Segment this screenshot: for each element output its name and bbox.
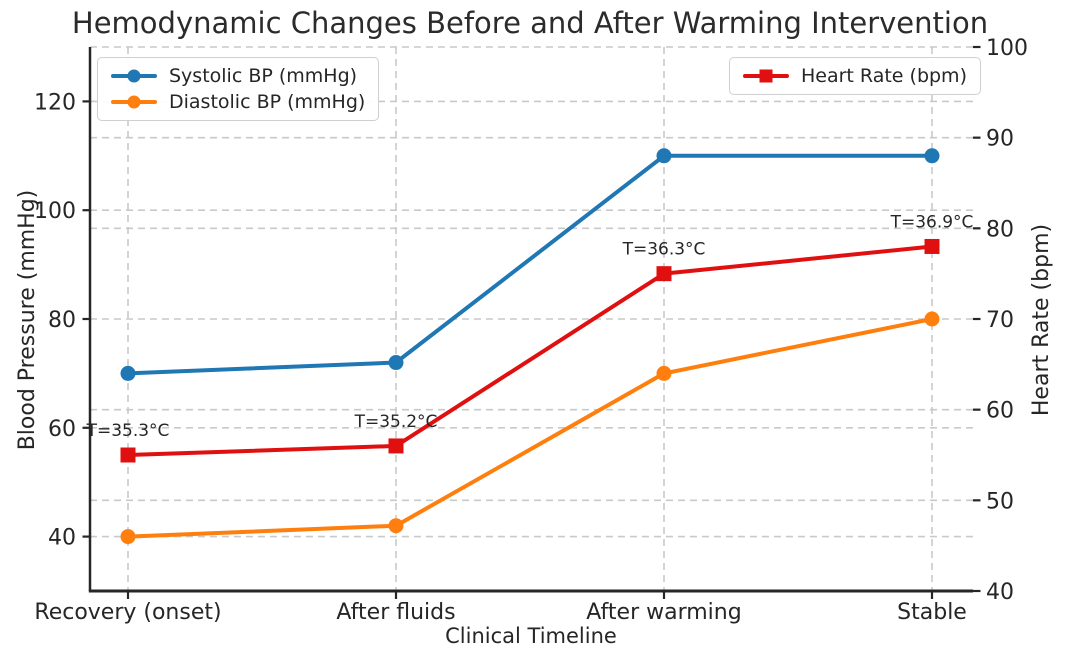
circle-data-point bbox=[388, 355, 404, 371]
heart-rate-swatch bbox=[743, 68, 789, 85]
diastolic-bp-mmhg-line bbox=[127, 317, 933, 539]
square-marker-icon bbox=[759, 69, 773, 83]
chart-title: Hemodynamic Changes Before and After War… bbox=[71, 6, 989, 40]
right-axis-tick-label: 60 bbox=[986, 399, 1014, 424]
legend-item-diastolic: Diastolic BP (mmHg) bbox=[111, 91, 365, 113]
systolic-swatch bbox=[111, 68, 157, 85]
square-data-point bbox=[388, 438, 404, 454]
legend-item-heart-rate: Heart Rate (bpm) bbox=[743, 65, 967, 87]
right-axis-tick-label: 80 bbox=[986, 217, 1014, 242]
left-axis-tick-label: 120 bbox=[34, 90, 76, 115]
left-axis-tick-label: 40 bbox=[48, 526, 76, 551]
circle-data-point bbox=[120, 365, 136, 381]
temperature-annotation: T=35.2°C bbox=[354, 412, 438, 432]
left-axis-tick-label: 60 bbox=[48, 417, 76, 442]
circle-data-point bbox=[924, 311, 940, 327]
right-axis-tick-label: 90 bbox=[986, 127, 1014, 152]
circle-data-point bbox=[388, 518, 404, 534]
systolic-bp-mmhg-line bbox=[127, 153, 932, 376]
x-axis-tick-label: After fluids bbox=[336, 600, 455, 625]
gridlines bbox=[90, 46, 973, 591]
circle-data-point bbox=[120, 529, 136, 545]
right-axis-tick-label: 40 bbox=[986, 580, 1014, 605]
temperature-annotation: T=36.3°C bbox=[622, 240, 706, 260]
square-data-point bbox=[656, 266, 672, 282]
legend-label-systolic: Systolic BP (mmHg) bbox=[169, 65, 358, 87]
diastolic-bp-mmhg-series bbox=[120, 311, 940, 545]
right-axis-label: Heart Rate (bpm) bbox=[1029, 223, 1054, 417]
heart-rate-bpm-line bbox=[127, 244, 933, 457]
left-axis-tick-label: 100 bbox=[34, 199, 76, 224]
square-data-point bbox=[120, 447, 136, 463]
legend-heart-rate: Heart Rate (bpm) bbox=[729, 57, 981, 95]
systolic-bp-mmhg-series bbox=[120, 148, 940, 381]
square-data-point bbox=[924, 238, 940, 254]
legend-label-heart-rate: Heart Rate (bpm) bbox=[801, 65, 967, 87]
x-axis-tick-label: Recovery (onset) bbox=[34, 600, 221, 625]
temperature-annotation: T=35.3°C bbox=[86, 421, 170, 441]
right-axis-tick-label: 70 bbox=[986, 308, 1014, 333]
heart-rate-bpm-series bbox=[120, 238, 940, 463]
legend-item-systolic: Systolic BP (mmHg) bbox=[111, 65, 365, 87]
x-axis-tick-label: After warming bbox=[586, 600, 741, 625]
circle-data-point bbox=[656, 148, 672, 164]
legend-label-diastolic: Diastolic BP (mmHg) bbox=[169, 91, 366, 113]
right-axis-tick-label: 100 bbox=[986, 36, 1028, 61]
diastolic-swatch bbox=[111, 94, 157, 111]
x-axis-tick-label: Stable bbox=[897, 600, 967, 625]
left-axis-label: Blood Pressure (mmHg) bbox=[15, 189, 40, 451]
circle-data-point bbox=[924, 148, 940, 164]
left-axis-tick-label: 80 bbox=[48, 308, 76, 333]
circle-marker-icon bbox=[127, 95, 141, 109]
tick-marks bbox=[82, 45, 981, 599]
circle-data-point bbox=[656, 365, 672, 381]
x-axis-label: Clinical Timeline bbox=[445, 624, 617, 648]
temperature-annotation: T=36.9°C bbox=[890, 212, 974, 232]
circle-marker-icon bbox=[127, 69, 141, 83]
right-axis-tick-label: 50 bbox=[986, 489, 1014, 514]
legend-blood-pressure: Systolic BP (mmHg) Diastolic BP (mmHg) bbox=[97, 57, 380, 121]
